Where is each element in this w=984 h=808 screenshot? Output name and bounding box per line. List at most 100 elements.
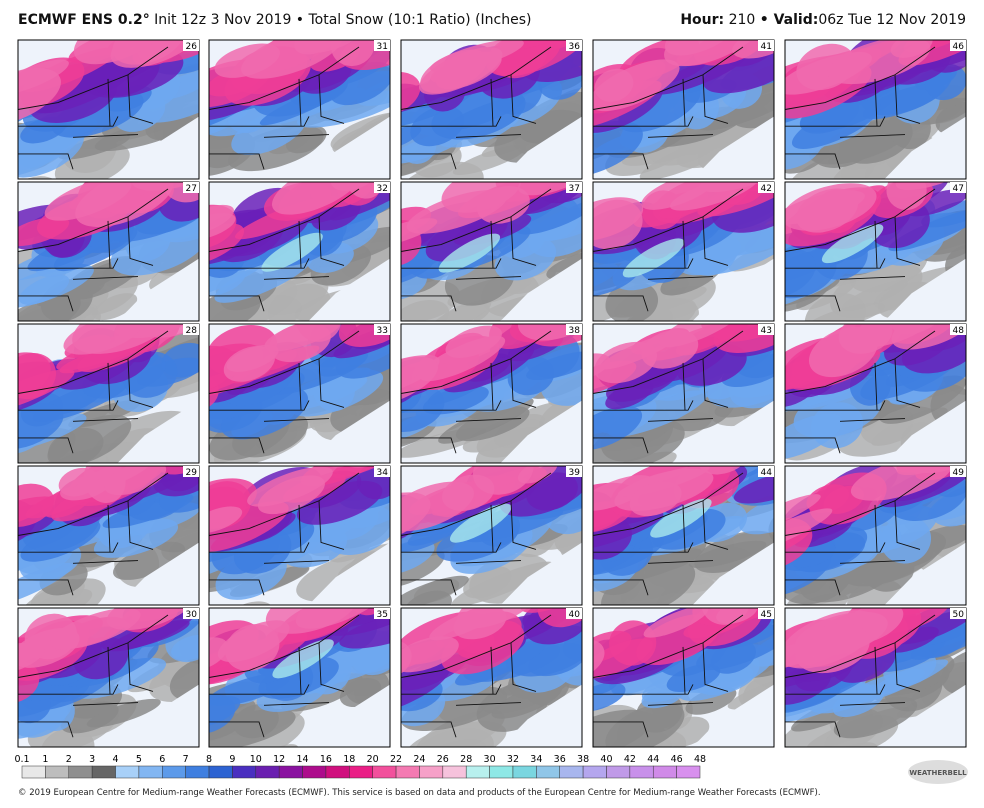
map-panel: 33 <box>208 323 391 464</box>
snow-area <box>401 492 431 547</box>
snow-area <box>18 660 40 704</box>
snow-area <box>209 696 241 727</box>
legend-swatch <box>185 765 210 779</box>
legend-swatch <box>45 765 70 779</box>
snow-area <box>462 414 545 453</box>
ocean <box>500 542 582 605</box>
member-label: 47 <box>953 184 964 194</box>
snow-area <box>721 354 774 388</box>
border-line <box>318 358 345 408</box>
legend-swatch <box>138 765 163 779</box>
panel-frame <box>592 465 775 606</box>
border-line <box>593 116 694 127</box>
legend-swatch <box>512 765 537 779</box>
legend-label: 1 <box>42 754 48 765</box>
border-line <box>209 116 310 127</box>
legend-label: 6 <box>159 754 165 765</box>
legend-label: 3 <box>89 754 95 765</box>
panel-frame <box>784 607 967 748</box>
member-box <box>183 608 199 619</box>
snow-area <box>345 625 390 674</box>
panel-frame <box>784 323 967 464</box>
border-line <box>839 418 906 422</box>
legend-label: 22 <box>390 754 402 765</box>
snow-area <box>677 343 747 386</box>
border-line <box>298 220 302 269</box>
ocean <box>308 400 390 463</box>
border-line <box>455 702 522 706</box>
snow-area <box>225 624 280 671</box>
border-line <box>18 330 169 394</box>
border-line <box>455 276 522 280</box>
border-line <box>18 188 169 252</box>
legend-swatch <box>91 765 116 779</box>
description: Init 12z 3 Nov 2019 • Total Snow (10:1 R… <box>154 12 532 28</box>
snow-area <box>526 351 582 381</box>
border-line <box>593 614 744 678</box>
snow-area <box>618 81 701 133</box>
ocean <box>692 684 774 747</box>
legend-label: 26 <box>437 754 449 765</box>
snow-area <box>422 385 489 415</box>
panel-frame <box>17 323 200 464</box>
map-panel: 45 <box>592 607 775 748</box>
border-line <box>209 258 310 269</box>
border-line <box>874 646 878 695</box>
snow-area <box>629 481 682 517</box>
legend-label: 14 <box>297 754 309 765</box>
map-field <box>593 182 774 321</box>
map-panel: 47 <box>784 181 967 322</box>
snow-area <box>401 125 422 152</box>
panel-frame <box>784 181 967 322</box>
border-line <box>18 684 119 695</box>
snow-area <box>401 356 439 408</box>
member-label: 38 <box>569 326 581 336</box>
border-line <box>18 295 74 312</box>
border-line <box>18 614 169 678</box>
border-line <box>401 116 502 127</box>
map-field <box>209 608 390 747</box>
member-label: 32 <box>377 184 388 194</box>
ocean <box>117 400 199 463</box>
border-line <box>647 702 714 706</box>
border-line <box>263 276 330 280</box>
border-line <box>593 542 694 553</box>
snow-area <box>804 293 866 321</box>
panel-frame <box>592 181 775 322</box>
snow-area <box>446 96 525 131</box>
panel-frame <box>208 607 391 748</box>
map-field <box>401 40 582 179</box>
border-line <box>107 504 111 553</box>
border-line <box>785 46 936 110</box>
border-line <box>72 418 139 422</box>
snow-area <box>593 511 664 551</box>
border-line <box>209 188 360 252</box>
snow-area <box>910 621 966 660</box>
ocean <box>308 684 390 747</box>
border-line <box>401 400 502 411</box>
border-line <box>593 472 744 536</box>
map-panel: 44 <box>592 465 775 606</box>
snow-area <box>401 300 450 321</box>
snow-area <box>593 243 646 297</box>
ocean <box>500 684 582 747</box>
snow-area <box>920 653 966 699</box>
ocean <box>117 542 199 605</box>
member-label: 41 <box>761 42 772 52</box>
legend-label: 46 <box>671 754 683 765</box>
legend-label: 4 <box>112 754 118 765</box>
border-line <box>318 500 345 550</box>
ocean <box>884 542 966 605</box>
panel-frame <box>784 39 967 180</box>
snow-area <box>297 40 373 53</box>
border-line <box>18 437 74 454</box>
legend-label: 16 <box>320 754 332 765</box>
member-box <box>566 40 582 51</box>
member-label: 26 <box>186 42 198 52</box>
border-line <box>209 684 310 695</box>
border-line <box>18 721 74 738</box>
snow-area <box>209 506 243 534</box>
ocean <box>308 258 390 321</box>
legend-swatch <box>325 765 350 779</box>
